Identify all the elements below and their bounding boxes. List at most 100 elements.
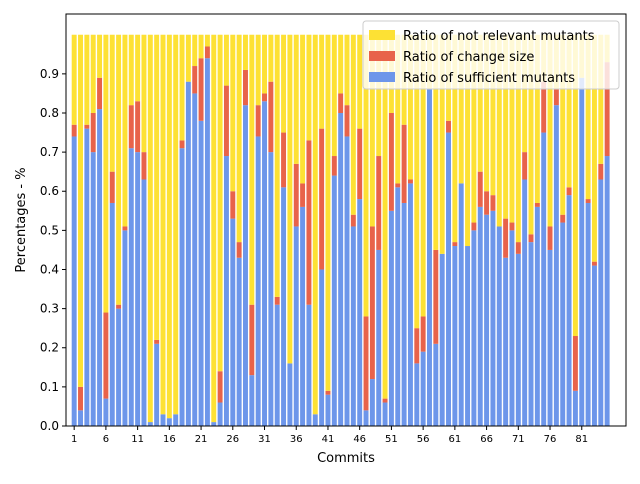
bar-segment-not-relevant bbox=[331, 34, 337, 157]
bar-segment-change-size bbox=[591, 261, 597, 266]
bar-segment-change-size bbox=[293, 163, 299, 227]
bar-segment-change-size bbox=[300, 183, 306, 207]
bar-segment-sufficient bbox=[528, 242, 534, 426]
bar-segment-sufficient bbox=[414, 363, 420, 426]
bar-segment-not-relevant bbox=[71, 34, 77, 125]
bar-segment-not-relevant bbox=[160, 34, 166, 415]
bar-segment-change-size bbox=[553, 89, 559, 106]
bar-segment-not-relevant bbox=[496, 34, 502, 227]
bar-segment-sufficient bbox=[598, 179, 604, 426]
bar-segment-not-relevant bbox=[357, 34, 363, 129]
bar-segment-sufficient bbox=[433, 343, 439, 426]
bar-segment-sufficient bbox=[103, 398, 109, 426]
bar-segment-sufficient bbox=[192, 93, 198, 427]
bar-segment-not-relevant bbox=[262, 34, 267, 94]
bar-segment-not-relevant bbox=[217, 34, 223, 372]
bar-segment-sufficient bbox=[325, 394, 331, 426]
bar-segment-sufficient bbox=[331, 175, 337, 426]
bar-segment-sufficient bbox=[147, 422, 153, 426]
bar-segment-not-relevant bbox=[528, 34, 534, 235]
bar-segment-not-relevant bbox=[471, 34, 477, 223]
bar-segment-change-size bbox=[179, 140, 185, 149]
bar-segment-change-size bbox=[363, 316, 369, 411]
bar-segment-change-size bbox=[338, 93, 344, 113]
y-tick-label: 0.7 bbox=[40, 145, 59, 159]
bar-segment-not-relevant bbox=[192, 34, 198, 67]
bar-segment-not-relevant bbox=[198, 34, 204, 59]
bar-segment-not-relevant bbox=[338, 34, 344, 94]
bar-segment-sufficient bbox=[128, 148, 134, 426]
bar-segment-change-size bbox=[369, 226, 375, 380]
bar-segment-change-size bbox=[135, 101, 141, 153]
bar-segment-change-size bbox=[382, 398, 388, 403]
y-tick-label: 0.0 bbox=[40, 419, 59, 433]
bar-segment-change-size bbox=[395, 183, 401, 188]
legend-box bbox=[362, 20, 620, 90]
bar-segment-change-size bbox=[566, 187, 572, 196]
bar-segment-change-size bbox=[154, 339, 160, 344]
bar-segment-sufficient bbox=[553, 105, 559, 426]
y-tick-label: 0.4 bbox=[40, 262, 59, 276]
x-tick-label: 36 bbox=[290, 434, 303, 445]
bar-segment-not-relevant bbox=[236, 34, 242, 243]
bar-segment-change-size bbox=[84, 124, 90, 129]
bar-segment-change-size bbox=[249, 304, 255, 376]
bar-segment-not-relevant bbox=[84, 34, 90, 125]
bar-segment-change-size bbox=[598, 163, 604, 180]
bar-segment-not-relevant bbox=[243, 34, 248, 70]
bar-segment-change-size bbox=[446, 120, 451, 133]
bar-segment-sufficient bbox=[401, 202, 407, 426]
bar-segment-change-size bbox=[528, 234, 534, 243]
bar-segment-sufficient bbox=[217, 402, 223, 426]
x-tick-label: 1 bbox=[71, 434, 77, 445]
bar-segment-sufficient bbox=[306, 304, 312, 426]
bar-segment-change-size bbox=[541, 81, 547, 133]
bar-segment-change-size bbox=[306, 140, 312, 305]
bar-segment-sufficient bbox=[477, 206, 483, 426]
legend-label: Ratio of change size bbox=[403, 50, 534, 65]
bar-segment-change-size bbox=[268, 81, 274, 153]
bar-segment-not-relevant bbox=[128, 34, 134, 106]
bar-segment-change-size bbox=[230, 191, 236, 219]
x-tick-label: 56 bbox=[417, 434, 430, 445]
bar-segment-sufficient bbox=[97, 109, 103, 426]
bar-segment-not-relevant bbox=[211, 34, 217, 423]
bar-segment-not-relevant bbox=[484, 34, 490, 192]
bar-segment-not-relevant bbox=[141, 34, 147, 153]
bar-segment-sufficient bbox=[116, 308, 122, 426]
plot-frame bbox=[65, 13, 627, 427]
x-tick-label: 21 bbox=[195, 434, 208, 445]
bar-segment-not-relevant bbox=[90, 34, 96, 113]
bar-segment-change-size bbox=[560, 214, 566, 223]
bar-segment-sufficient bbox=[446, 132, 451, 427]
bar-segment-not-relevant bbox=[439, 34, 445, 254]
x-axis-label: Commits bbox=[317, 451, 375, 466]
bar-segment-not-relevant bbox=[585, 34, 591, 200]
bar-segment-sufficient bbox=[388, 210, 394, 426]
bar-segment-sufficient bbox=[287, 363, 293, 426]
bar-segment-change-size bbox=[331, 156, 337, 176]
bar-segment-not-relevant bbox=[223, 34, 229, 86]
bar-segment-not-relevant bbox=[103, 34, 109, 313]
x-tick-label: 66 bbox=[480, 434, 493, 445]
bar-segment-sufficient bbox=[490, 210, 496, 426]
bar-segment-not-relevant bbox=[154, 34, 160, 340]
bar-segment-sufficient bbox=[262, 101, 267, 426]
y-axis-label: Percentages - % bbox=[14, 167, 29, 272]
bar-segment-change-size bbox=[78, 386, 83, 411]
bar-segment-sufficient bbox=[249, 375, 255, 426]
bar-segment-sufficient bbox=[274, 304, 280, 426]
bar-segment-change-size bbox=[274, 296, 280, 305]
bar-segment-sufficient bbox=[293, 226, 299, 426]
bar-segment-sufficient bbox=[591, 265, 597, 426]
bar-segment-change-size bbox=[604, 62, 610, 157]
bar-segment-not-relevant bbox=[433, 34, 439, 250]
bar-segment-sufficient bbox=[154, 343, 160, 426]
bar-segment-change-size bbox=[223, 85, 229, 157]
legend-label: Ratio of sufficient mutants bbox=[403, 71, 575, 86]
bar-segment-change-size bbox=[71, 124, 77, 137]
bar-segment-sufficient bbox=[427, 89, 432, 426]
bar-segment-sufficient bbox=[522, 179, 528, 426]
bar-segment-not-relevant bbox=[325, 34, 331, 391]
bar-segment-sufficient bbox=[560, 222, 566, 426]
